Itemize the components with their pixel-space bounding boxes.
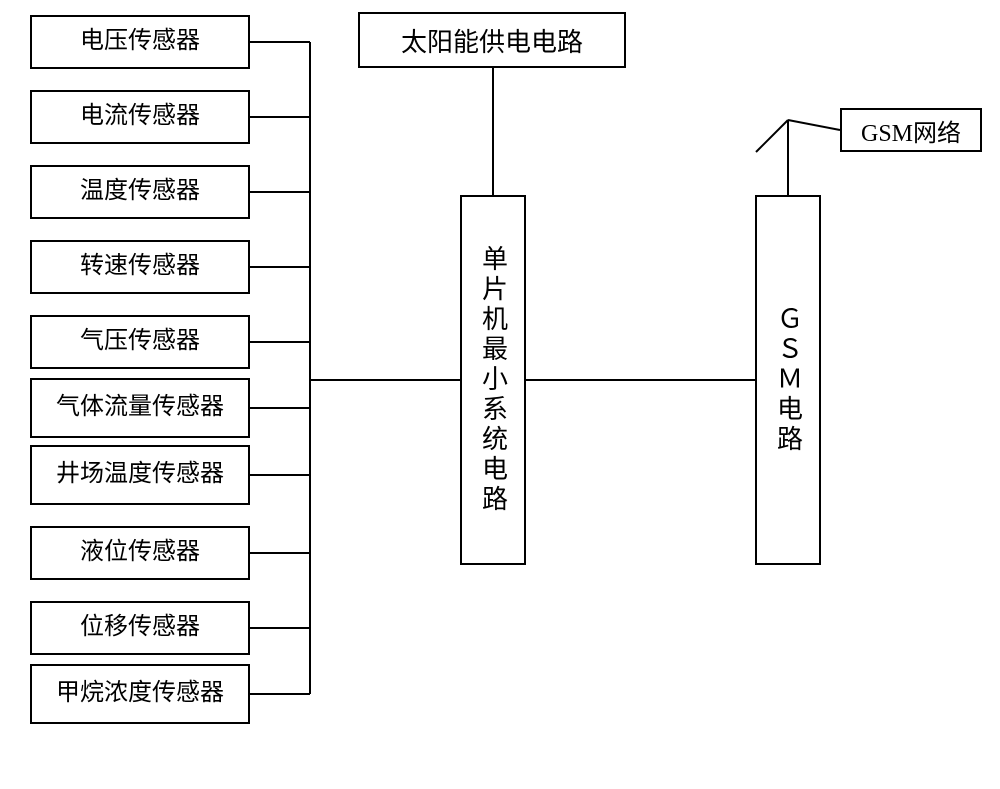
antenna-arm-left [756, 120, 788, 152]
pressure-sensor: 气压传感器 [30, 315, 250, 369]
current-sensor-label: 电流传感器 [80, 103, 200, 131]
displacement-sensor: 位移传感器 [30, 601, 250, 655]
gas-flow-sensor: 气体流量传感器 [30, 378, 250, 438]
mcu-box-label: 单片机最小系统电路 [475, 245, 512, 515]
voltage-sensor-label: 电压传感器 [80, 28, 200, 56]
well-temp-sensor: 井场温度传感器 [30, 445, 250, 505]
voltage-sensor: 电压传感器 [30, 15, 250, 69]
pressure-sensor-label: 气压传感器 [80, 328, 200, 356]
methane-sensor: 甲烷浓度传感器 [30, 664, 250, 724]
gsm-network-box-label: GSM网络 [861, 113, 961, 148]
solar-power-box: 太阳能供电电路 [358, 12, 626, 68]
gsm-circuit-box: ＧＳＭ电路 [755, 195, 821, 565]
gsm-circuit-box-label: ＧＳＭ电路 [770, 305, 807, 455]
current-sensor: 电流传感器 [30, 90, 250, 144]
level-sensor: 液位传感器 [30, 526, 250, 580]
mcu-box: 单片机最小系统电路 [460, 195, 526, 565]
temperature-sensor-label: 温度传感器 [80, 178, 200, 206]
speed-sensor: 转速传感器 [30, 240, 250, 294]
methane-sensor-label: 甲烷浓度传感器 [56, 680, 224, 708]
antenna-arm-right [788, 120, 840, 130]
gas-flow-sensor-label: 气体流量传感器 [56, 394, 224, 422]
displacement-sensor-label: 位移传感器 [80, 614, 200, 642]
temperature-sensor: 温度传感器 [30, 165, 250, 219]
diagram-canvas: 电压传感器电流传感器温度传感器转速传感器气压传感器气体流量传感器井场温度传感器液… [0, 0, 1000, 789]
speed-sensor-label: 转速传感器 [80, 253, 200, 281]
well-temp-sensor-label: 井场温度传感器 [56, 461, 224, 489]
level-sensor-label: 液位传感器 [80, 539, 200, 567]
gsm-network-box: GSM网络 [840, 108, 982, 152]
solar-power-box-label: 太阳能供电电路 [401, 22, 583, 59]
